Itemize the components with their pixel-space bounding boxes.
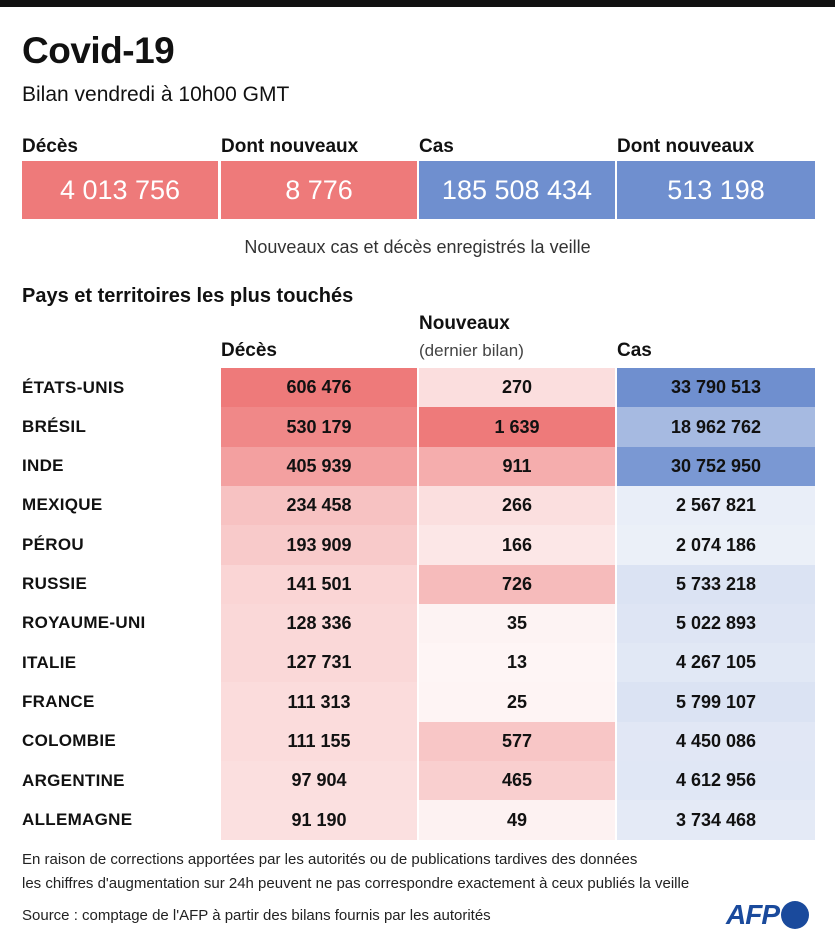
new-cell: 911	[419, 446, 615, 487]
deaths-cell: 405 939	[221, 446, 417, 487]
deaths-cell: 127 731	[221, 643, 417, 683]
new-cell: 166	[419, 525, 615, 565]
footnote-line-2: les chiffres d'augmentation sur 24h peuv…	[22, 875, 690, 892]
deaths-cell: 128 336	[221, 603, 417, 644]
country-label: ITALIE	[22, 652, 77, 672]
new-cell: 35	[419, 603, 615, 644]
deaths-cell: 234 458	[221, 485, 417, 526]
new-cell: 49	[419, 800, 615, 841]
page-title: Covid-19	[22, 30, 175, 71]
new-cell: 266	[419, 485, 615, 526]
country-label: COLOMBIE	[22, 731, 117, 751]
cases-cell: 2 567 821	[617, 485, 815, 526]
country-label: RUSSIE	[22, 574, 88, 593]
summary-box-new-cases: 513 198	[617, 161, 815, 219]
country-label: ARGENTINE	[22, 770, 125, 790]
deaths-cell: 111 155	[221, 721, 417, 762]
deaths-cell: 606 476	[221, 368, 417, 408]
deaths-cell: 91 190	[221, 800, 417, 841]
cases-cell: 5 022 893	[617, 603, 815, 644]
cases-cell: 5 733 218	[617, 564, 815, 605]
summary-box-deaths: 4 013 756	[22, 161, 218, 219]
cases-cell: 4 450 086	[617, 721, 815, 762]
footnote-line-1: En raison de corrections apportées par l…	[22, 851, 638, 868]
summary-label-deaths: Décès	[22, 136, 78, 157]
cases-cell: 30 752 950	[617, 446, 815, 487]
new-cell: 25	[419, 682, 615, 723]
new-cell: 726	[419, 564, 615, 605]
column-header-new: Nouveaux	[419, 313, 510, 334]
country-label: FRANCE	[22, 691, 95, 711]
deaths-cell: 530 179	[221, 407, 417, 448]
country-label: MEXIQUE	[22, 495, 103, 515]
column-header-deaths: Décès	[221, 340, 277, 361]
cases-cell: 5 799 107	[617, 682, 815, 723]
afp-logo: AFP	[726, 898, 809, 932]
summary-note: Nouveaux cas et décès enregistrés la vei…	[244, 237, 591, 257]
cases-cell: 33 790 513	[617, 368, 815, 408]
new-cell: 270	[419, 368, 615, 408]
deaths-cell: 141 501	[221, 564, 417, 605]
country-label: PÉROU	[22, 534, 84, 554]
new-cell: 13	[419, 643, 615, 683]
cases-cell: 2 074 186	[617, 525, 815, 565]
section-title: Pays et territoires les plus touchés	[22, 285, 354, 307]
deaths-cell: 97 904	[221, 761, 417, 801]
country-label: ÉTATS-UNIS	[22, 377, 125, 397]
new-cell: 577	[419, 721, 615, 762]
column-header-cases: Cas	[617, 340, 652, 361]
afp-logo-text: AFP	[726, 899, 780, 930]
country-label: ALLEMAGNE	[22, 809, 133, 829]
cases-cell: 4 267 105	[617, 643, 815, 683]
top-rule	[0, 0, 835, 7]
new-cell: 465	[419, 761, 615, 801]
source-note: Source : comptage de l'AFP à partir des …	[22, 907, 491, 924]
column-subheader-new: (dernier bilan)	[419, 341, 524, 360]
cases-cell: 3 734 468	[617, 800, 815, 841]
summary-label-new-deaths: Dont nouveaux	[221, 136, 359, 157]
afp-logo-dot	[781, 901, 809, 929]
summary-label-new-cases: Dont nouveaux	[617, 136, 755, 157]
country-label: ROYAUME-UNI	[22, 613, 146, 633]
new-cell: 1 639	[419, 407, 615, 448]
country-label: INDE	[22, 456, 64, 476]
summary-box-cases: 185 508 434	[419, 161, 615, 219]
page-subtitle: Bilan vendredi à 10h00 GMT	[22, 83, 290, 106]
country-label: BRÉSIL	[22, 416, 87, 436]
summary-label-cases: Cas	[419, 136, 454, 157]
summary-box-new-deaths: 8 776	[221, 161, 417, 219]
cases-cell: 18 962 762	[617, 407, 815, 448]
cases-cell: 4 612 956	[617, 761, 815, 801]
deaths-cell: 111 313	[221, 682, 417, 723]
deaths-cell: 193 909	[221, 525, 417, 565]
